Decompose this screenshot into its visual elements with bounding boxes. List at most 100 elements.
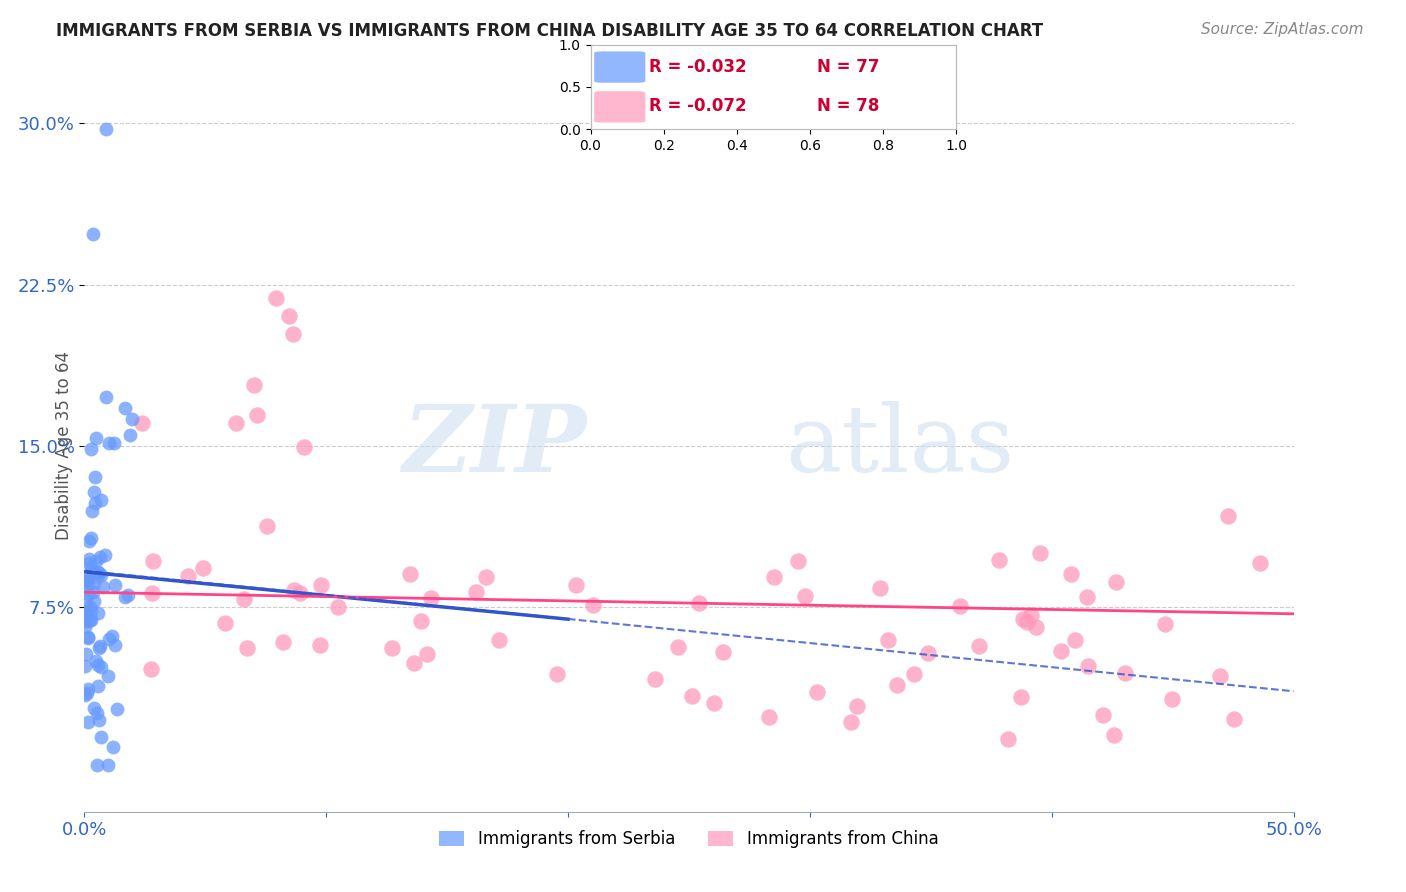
- Point: [1059, 567, 1081, 582]
- Point: [309, 578, 332, 592]
- Point: [84, 496, 107, 510]
- Point: [82, 585, 104, 599]
- Point: [381, 640, 404, 655]
- Point: [1011, 611, 1033, 625]
- Point: [903, 666, 925, 681]
- Point: [399, 567, 422, 582]
- Point: [76, 587, 98, 601]
- Point: [76, 573, 98, 587]
- Point: [1154, 617, 1177, 632]
- Point: [77, 552, 100, 566]
- Point: [420, 591, 443, 606]
- Point: [76, 577, 98, 591]
- Point: [644, 672, 666, 686]
- Point: [87, 606, 110, 620]
- Point: [89, 549, 111, 564]
- Point: [271, 634, 294, 648]
- Point: [1010, 690, 1032, 705]
- Point: [80, 560, 103, 574]
- Point: [83, 594, 105, 608]
- Point: [841, 714, 863, 729]
- Point: [1209, 669, 1232, 683]
- Point: [98, 632, 121, 646]
- Point: [79, 613, 101, 627]
- Point: [1102, 728, 1125, 742]
- Point: [225, 417, 247, 431]
- Point: [75, 688, 97, 702]
- Point: [91, 580, 114, 594]
- Point: [1216, 509, 1239, 524]
- Point: [806, 685, 828, 699]
- Point: [328, 600, 350, 615]
- Point: [105, 702, 128, 716]
- Point: [97, 758, 120, 772]
- Text: R = -0.032: R = -0.032: [650, 59, 747, 77]
- Point: [117, 588, 139, 602]
- Point: [87, 566, 110, 580]
- Point: [668, 640, 690, 655]
- Point: [86, 554, 108, 568]
- Point: [256, 519, 278, 533]
- Point: [1064, 632, 1087, 647]
- Point: [232, 592, 254, 607]
- Point: [80, 504, 103, 518]
- Point: [193, 561, 215, 575]
- Point: [87, 657, 110, 672]
- Point: [80, 613, 103, 627]
- Point: [90, 660, 112, 674]
- Point: [90, 730, 112, 744]
- Point: [82, 227, 104, 241]
- Point: [83, 470, 105, 484]
- Text: IMMIGRANTS FROM SERBIA VS IMMIGRANTS FROM CHINA DISABILITY AGE 35 TO 64 CORRELAT: IMMIGRANTS FROM SERBIA VS IMMIGRANTS FRO…: [56, 22, 1043, 40]
- Point: [87, 713, 110, 727]
- Point: [688, 596, 710, 610]
- Point: [73, 615, 96, 629]
- Point: [1076, 590, 1098, 604]
- Text: R = -0.072: R = -0.072: [650, 97, 747, 115]
- Point: [80, 442, 103, 456]
- Point: [77, 556, 100, 570]
- Point: [711, 645, 734, 659]
- Text: atlas: atlas: [786, 401, 1015, 491]
- Point: [139, 662, 162, 676]
- Point: [465, 584, 488, 599]
- Point: [1017, 615, 1039, 629]
- Point: [75, 605, 97, 619]
- Point: [236, 641, 259, 656]
- Point: [77, 681, 100, 696]
- Point: [76, 685, 98, 699]
- Point: [84, 654, 107, 668]
- Point: [869, 581, 891, 595]
- Point: [1114, 666, 1136, 681]
- Point: [83, 575, 105, 590]
- Point: [80, 564, 103, 578]
- Point: [101, 629, 124, 643]
- Point: [681, 689, 703, 703]
- FancyBboxPatch shape: [595, 91, 645, 122]
- Point: [104, 578, 127, 592]
- Point: [90, 493, 112, 508]
- Point: [94, 548, 117, 562]
- Point: [79, 533, 101, 548]
- Point: [264, 291, 287, 305]
- Point: [73, 574, 96, 589]
- Point: [96, 668, 118, 682]
- Point: [845, 698, 868, 713]
- Text: ZIP: ZIP: [402, 401, 586, 491]
- Point: [120, 428, 142, 442]
- Point: [546, 667, 568, 681]
- Point: [86, 569, 108, 583]
- Point: [703, 697, 725, 711]
- Point: [83, 701, 105, 715]
- Point: [141, 586, 163, 600]
- Point: [214, 615, 236, 630]
- Point: [1249, 557, 1271, 571]
- Point: [763, 570, 786, 584]
- Point: [292, 440, 315, 454]
- Point: [987, 553, 1010, 567]
- Text: N = 78: N = 78: [817, 97, 880, 115]
- Point: [404, 656, 426, 670]
- Point: [87, 566, 110, 580]
- Point: [80, 531, 103, 545]
- Point: [488, 632, 510, 647]
